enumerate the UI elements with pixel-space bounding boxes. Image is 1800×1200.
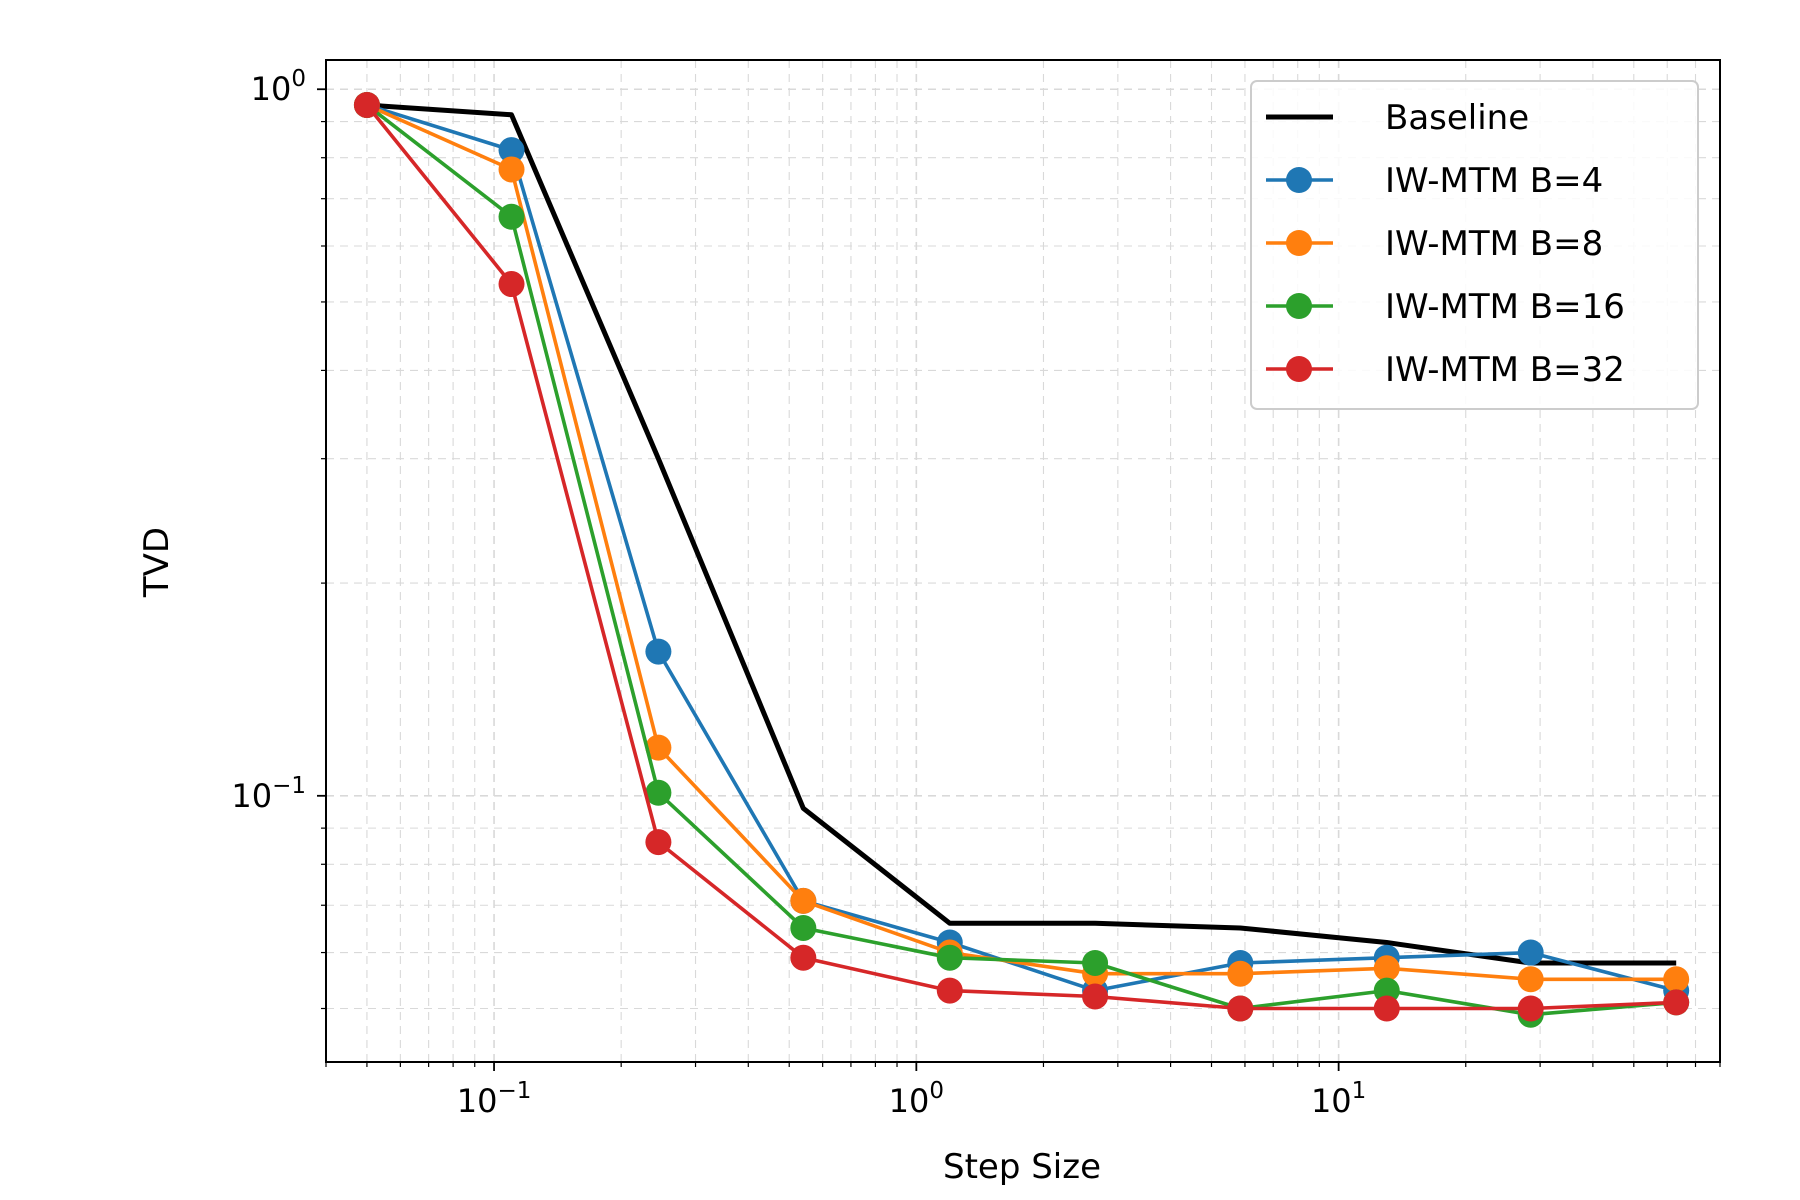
plot-frame [325,59,1721,1063]
y-axis: 100 10−1 [231,66,326,1010]
data-point [645,779,672,806]
data-point [1517,966,1544,993]
x-axis: 10−1 100 101 [325,1062,1721,1120]
legend-item: Baseline [1266,98,1529,138]
x-tick-label: 100 [889,1078,944,1120]
series-line [366,103,1677,982]
data-point [353,91,380,118]
legend: Baseline IW-MTM B=4 IW-MTM B=8 IW-MTM B=16 I… [1250,80,1699,410]
data-point [1663,989,1690,1016]
x-tick-label: 10−1 [457,1078,532,1120]
series-line [366,103,1677,993]
legend-item: IW-MTM B=4 [1266,161,1603,201]
legend-item: IW-MTM B=8 [1266,224,1603,264]
data-point [498,271,525,298]
data-point [790,914,817,941]
legend-item: IW-MTM B=16 [1266,287,1625,327]
data-point [936,977,963,1004]
series-line [365,103,1677,1017]
series-line [365,103,1677,1011]
y-tick-label: 100 [251,66,306,108]
series-layer [353,91,1690,1028]
series-baseline [366,102,1677,966]
data-point [645,829,672,856]
legend-label: IW-MTM B=32 [1385,350,1625,390]
x-axis-label: Step Size [943,1147,1101,1187]
x-tick-label: 101 [1311,1078,1366,1120]
data-point [1373,955,1400,982]
series-line [366,102,1677,966]
legend-label: IW-MTM B=8 [1385,224,1603,264]
legend-swatch-marker [1286,167,1312,193]
data-point [1082,949,1109,976]
legend-label: IW-MTM B=4 [1385,161,1603,201]
y-tick-label: 10−1 [231,773,306,815]
legend-label: Baseline [1385,98,1529,138]
data-point [645,638,672,665]
data-point [936,944,963,971]
legend-swatch-marker [1286,356,1312,382]
data-point [498,203,525,230]
data-point [645,734,672,761]
legend-label: IW-MTM B=16 [1385,287,1625,327]
data-point [1227,960,1254,987]
data-point [1227,995,1254,1022]
data-point [498,156,525,183]
data-point [790,887,817,914]
legend-swatch-marker [1286,230,1312,256]
legend-swatch-marker [1286,293,1312,319]
y-axis-label: TVD [137,527,177,598]
legend-box [1250,80,1699,410]
data-point [1373,995,1400,1022]
data-point [1663,966,1690,993]
data-point [498,137,525,164]
data-point [1082,983,1109,1010]
legend-item: IW-MTM B=32 [1266,350,1625,390]
series-iw-mtm-b-32 [353,91,1690,1022]
data-point [790,944,817,971]
data-point [1517,995,1544,1022]
data-point [1517,939,1544,966]
data-point [1373,977,1400,1004]
